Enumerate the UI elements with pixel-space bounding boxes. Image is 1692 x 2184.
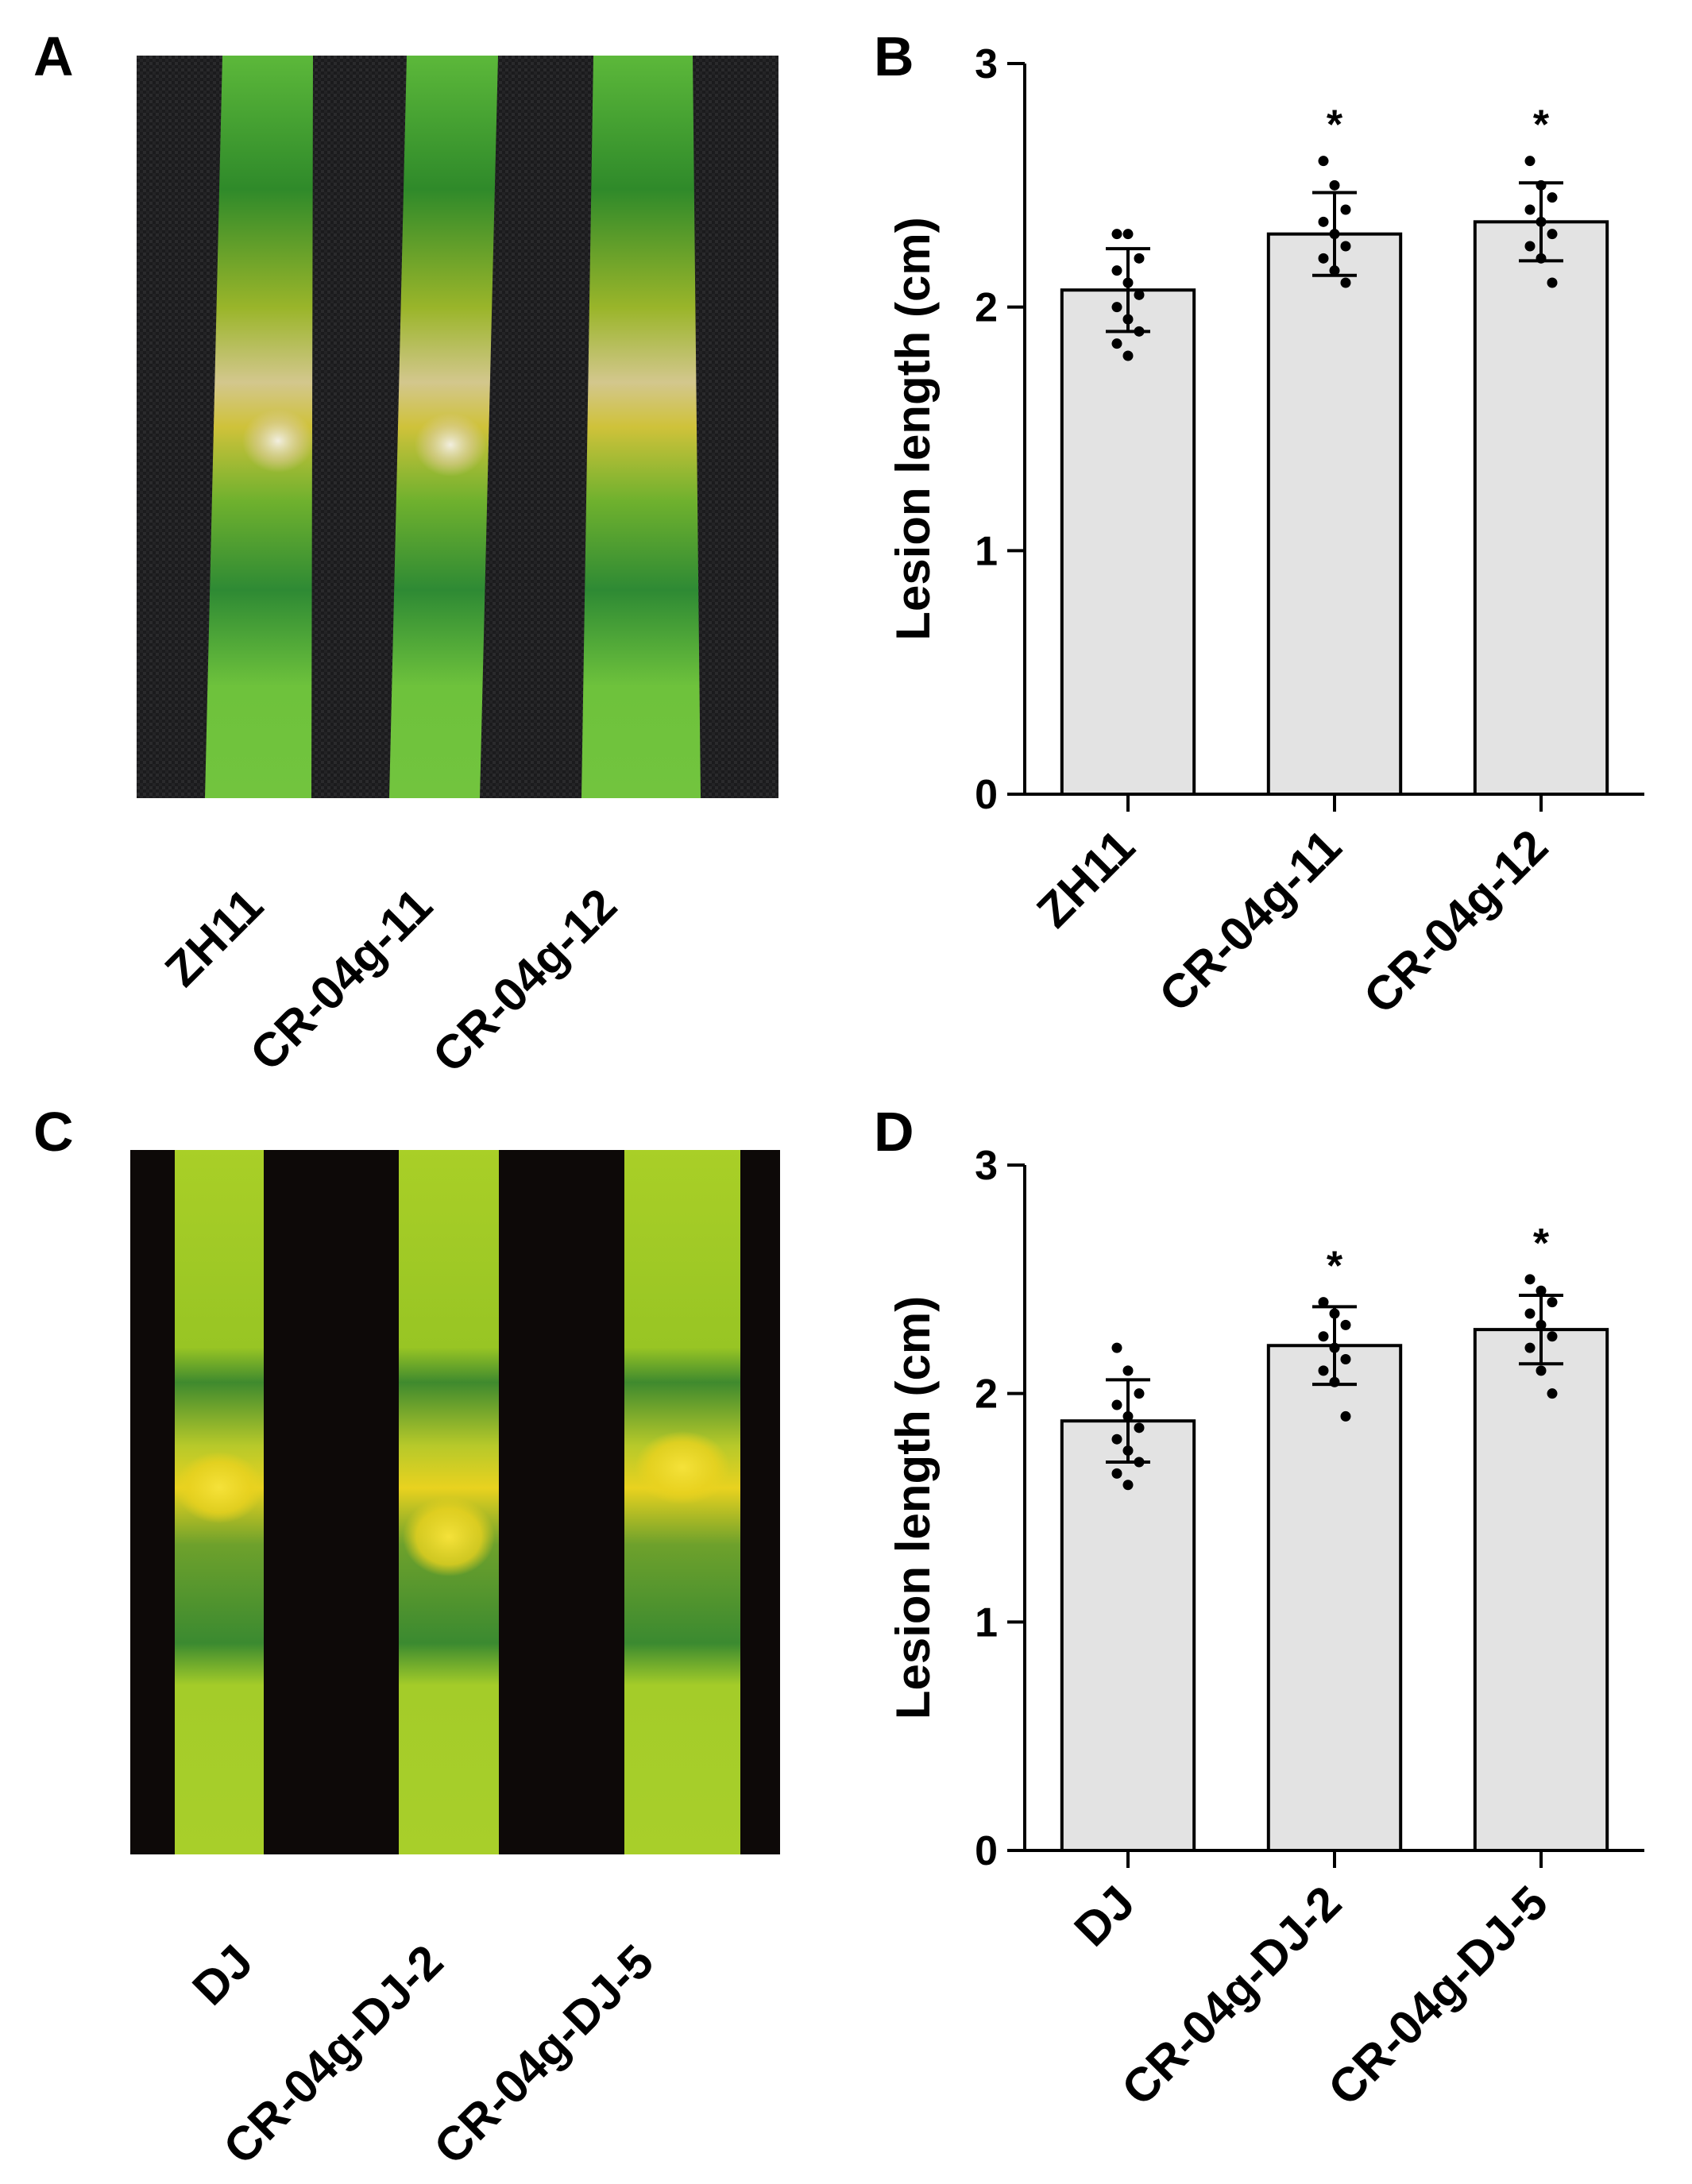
data-point [1340, 241, 1351, 252]
data-point [1524, 204, 1536, 215]
data-point [1524, 1308, 1536, 1319]
leaf-photo-a-image [137, 56, 778, 798]
data-point [1111, 265, 1122, 276]
bar [1473, 1328, 1609, 1852]
panel-label-a: A [33, 25, 74, 87]
data-point [1134, 1388, 1145, 1399]
data-point [1329, 179, 1340, 191]
data-point [1111, 229, 1122, 240]
data-point [1318, 1365, 1329, 1376]
data-point [1524, 1274, 1536, 1285]
data-point [1122, 350, 1134, 361]
photo-label-cr04gdj5: CR-04g-DJ-5 [423, 1934, 664, 2174]
panel-label-b: B [874, 25, 914, 87]
significance-marker: * [1533, 102, 1550, 149]
x-tick-label: CR-04g-DJ-2 [1111, 1876, 1351, 2116]
photo-label-cr04g11: CR-04g-11 [239, 878, 442, 1081]
data-point [1547, 1331, 1558, 1342]
bar [1266, 1344, 1403, 1852]
data-point [1524, 241, 1536, 252]
x-tick-label: DJ [1064, 1876, 1145, 1957]
data-point [1111, 1342, 1122, 1353]
bar-chart-b: 0 1 2 3 Lesion length (cm) ZH11 CR-04g-11 * CR-0… [887, 41, 1644, 1024]
data-point [1122, 229, 1134, 240]
significance-marker: * [1327, 1244, 1343, 1290]
data-point [1340, 1354, 1351, 1365]
data-point [1111, 1433, 1122, 1445]
data-point [1547, 277, 1558, 288]
leaf-photo-c-image [130, 1150, 780, 1854]
data-point [1547, 1297, 1558, 1308]
leaf-photo-a [137, 56, 778, 798]
data-point [1318, 253, 1329, 264]
x-tick-label: CR-04g-DJ-5 [1318, 1876, 1558, 2116]
data-point [1318, 1331, 1329, 1342]
y-tick-label: 1 [975, 1599, 998, 1646]
y-tick-label: 1 [975, 528, 998, 574]
significance-marker: * [1327, 102, 1343, 149]
y-tick-label: 0 [975, 772, 998, 818]
data-point [1536, 1285, 1547, 1296]
data-point [1547, 1388, 1558, 1399]
data-point [1524, 1342, 1536, 1353]
data-point [1122, 1480, 1134, 1491]
data-point [1340, 1410, 1351, 1422]
x-tick-label: CR-04g-11 [1149, 820, 1351, 1022]
photo-label-cr04g12: CR-04g-12 [423, 878, 628, 1083]
y-tick-label: 0 [975, 1828, 998, 1874]
data-point [1536, 1365, 1547, 1376]
y-axis-title: Lesion length (cm) [887, 217, 940, 640]
significance-marker: * [1533, 1221, 1550, 1267]
data-point [1122, 1365, 1134, 1376]
photo-label-zh11: ZH11 [154, 878, 273, 997]
data-point [1111, 1399, 1122, 1410]
data-point [1134, 253, 1145, 264]
data-point [1524, 156, 1536, 167]
data-point [1111, 302, 1122, 313]
data-point [1318, 216, 1329, 227]
data-point [1340, 1319, 1351, 1330]
data-point [1134, 289, 1145, 300]
y-tick-label: 3 [975, 1143, 998, 1189]
y-tick-label: 3 [975, 41, 998, 87]
bar [1060, 288, 1196, 796]
x-tick-label: ZH11 [1026, 820, 1145, 938]
y-tick-label: 2 [975, 1372, 998, 1418]
data-point [1318, 156, 1329, 167]
data-point [1318, 1297, 1329, 1308]
x-tick-label: CR-04g-12 [1354, 820, 1558, 1024]
bar [1473, 220, 1609, 797]
y-axis-title: Lesion length (cm) [887, 1296, 940, 1719]
y-tick-label: 2 [975, 285, 998, 331]
leaf-photo-c [130, 1150, 780, 1854]
data-point [1547, 192, 1558, 203]
data-point [1134, 1422, 1145, 1433]
bar [1060, 1419, 1196, 1853]
panel-label-c: C [33, 1101, 74, 1163]
bar [1266, 232, 1403, 796]
data-point [1547, 229, 1558, 240]
data-point [1340, 277, 1351, 288]
photo-label-dj: DJ [182, 1934, 264, 2016]
data-point [1340, 204, 1351, 215]
data-point [1111, 1468, 1122, 1479]
panel-label-d: D [874, 1101, 914, 1163]
data-point [1111, 338, 1122, 349]
